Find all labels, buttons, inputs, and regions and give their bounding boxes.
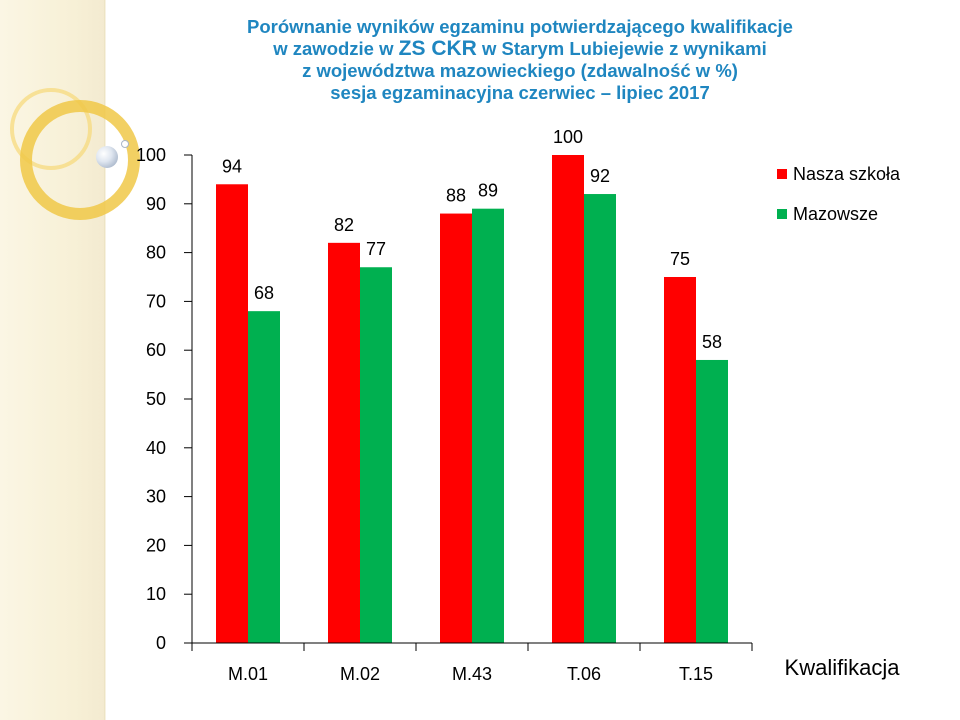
bar-m02-region: [360, 267, 392, 643]
bar-m43-region: [472, 208, 504, 643]
x-tick-label: M.02: [340, 664, 380, 684]
bar-t06-school: [552, 155, 584, 643]
data-label: 100: [553, 127, 583, 147]
x-tick-label: M.01: [228, 664, 268, 684]
bar-m43-school: [440, 213, 472, 643]
data-label: 88: [446, 186, 466, 206]
chart-title-line-2: w zawodzie w ZS CKR w Starym Lubiejewie …: [150, 38, 890, 60]
data-label: 92: [590, 166, 610, 186]
axes-layer: [184, 154, 753, 651]
bar-t15-region: [696, 359, 728, 643]
x-tick-label: T.06: [567, 664, 601, 684]
y-tick-label: 60: [146, 340, 166, 360]
legend-swatch-school: [777, 169, 787, 179]
chart-title: Porównanie wyników egzaminu potwierdzają…: [150, 16, 890, 104]
y-tick-label: 40: [146, 438, 166, 458]
data-label: 77: [366, 239, 386, 259]
x-tick-label: M.43: [452, 664, 492, 684]
chart-title-line-2-emphasis: ZS CKR: [398, 37, 477, 60]
y-tick-label: 70: [146, 291, 166, 311]
chart-title-line-2-part-2: w Starym Lubiejewie z wynikami: [476, 38, 767, 59]
chart-title-line-1: Porównanie wyników egzaminu potwierdzają…: [247, 16, 793, 37]
bar-m01-school: [216, 184, 248, 643]
data-label: 58: [702, 332, 722, 352]
y-tick-label: 0: [156, 633, 166, 653]
decorative-small-circle: [121, 140, 129, 148]
y-tick-label: 90: [146, 194, 166, 214]
decorative-sphere: [96, 146, 118, 168]
bar-t15-school: [664, 277, 696, 643]
data-label: 94: [222, 156, 242, 176]
bar-m01-region: [248, 311, 280, 643]
y-tick-label: 100: [136, 145, 166, 165]
bar-m02-school: [328, 242, 360, 643]
legend-label: Nasza szkoła: [793, 164, 901, 184]
legend-swatch-region: [777, 209, 787, 219]
data-label: 68: [254, 283, 274, 303]
x-tick-label: T.15: [679, 664, 713, 684]
chart-title-line-3: z województwa mazowieckiego (zdawalność …: [302, 60, 738, 81]
bars-layer: [216, 155, 728, 644]
bar-t06-region: [584, 194, 616, 644]
chart-title-line-4: sesja egzaminacyjna czerwiec – lipiec 20…: [330, 82, 710, 103]
y-tick-label: 80: [146, 243, 166, 263]
y-tick-label: 10: [146, 584, 166, 604]
data-label: 82: [334, 215, 354, 235]
chart-title-line-2-part-1: w zawodzie w: [273, 38, 399, 59]
y-tick-label: 30: [146, 487, 166, 507]
legend-label: Mazowsze: [793, 204, 878, 224]
x-axis-title: Kwalifikacja: [785, 655, 901, 680]
y-tick-label: 50: [146, 389, 166, 409]
data-label: 75: [670, 249, 690, 269]
legend: Nasza szkoła Mazowsze: [777, 164, 901, 224]
data-label: 89: [478, 181, 498, 201]
y-tick-label: 20: [146, 535, 166, 555]
